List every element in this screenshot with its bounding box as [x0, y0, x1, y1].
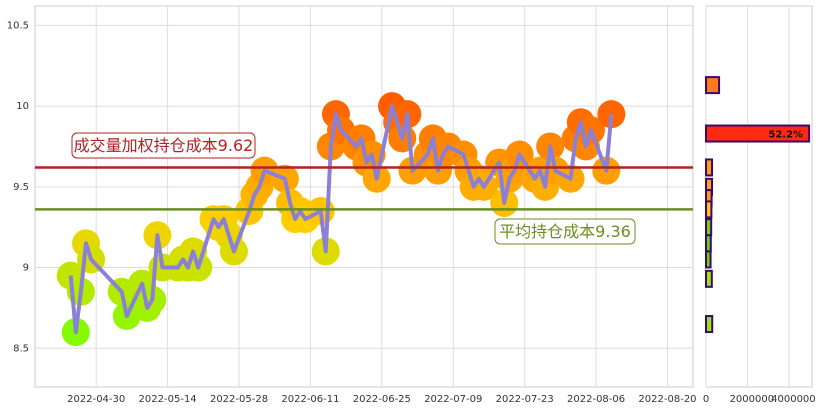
- x-tick-label: 2022-07-09: [424, 394, 482, 405]
- annotation-box: [71, 132, 256, 159]
- price-line: [68, 104, 614, 335]
- value-label: 52.2%: [768, 130, 803, 141]
- x-tick-label: 4000000: [771, 394, 816, 405]
- x-tick-label: 0: [703, 394, 709, 405]
- x-tick-label: 2022-06-25: [353, 394, 411, 405]
- bar: [705, 218, 713, 237]
- plot-area: [34, 5, 694, 388]
- y-tick-label: 9.5: [13, 182, 29, 193]
- x-tick-label: 2022-07-23: [496, 394, 554, 405]
- y-tick-label: 10.5: [7, 20, 29, 31]
- y-tick-label: 9: [23, 263, 29, 274]
- bar: [705, 250, 712, 269]
- x-tick-label: 2022-05-28: [210, 394, 268, 405]
- plot-area: [705, 5, 813, 388]
- y-tick-label: 10: [16, 101, 29, 112]
- y-tick-label: 8.5: [13, 343, 29, 354]
- annotation-box: [494, 218, 636, 245]
- annotation: 平均持仓成本9.36: [499, 222, 631, 241]
- x-tick-label: 2022-08-20: [638, 394, 696, 405]
- bar: [705, 158, 714, 177]
- bar: [705, 269, 713, 288]
- bar: [705, 234, 712, 253]
- x-tick-label: 2022-08-06: [567, 394, 625, 405]
- bar: [705, 76, 721, 95]
- bar: [705, 200, 713, 219]
- x-tick-label: 2022-05-14: [139, 394, 197, 405]
- x-tick-label: 2022-06-11: [281, 394, 339, 405]
- x-tick-label: 2000000: [730, 394, 775, 405]
- annotation: 成交量加权持仓成本9.62: [74, 136, 254, 155]
- bar: [705, 315, 714, 334]
- bar: [705, 124, 811, 143]
- x-tick-label: 2022-04-30: [67, 394, 125, 405]
